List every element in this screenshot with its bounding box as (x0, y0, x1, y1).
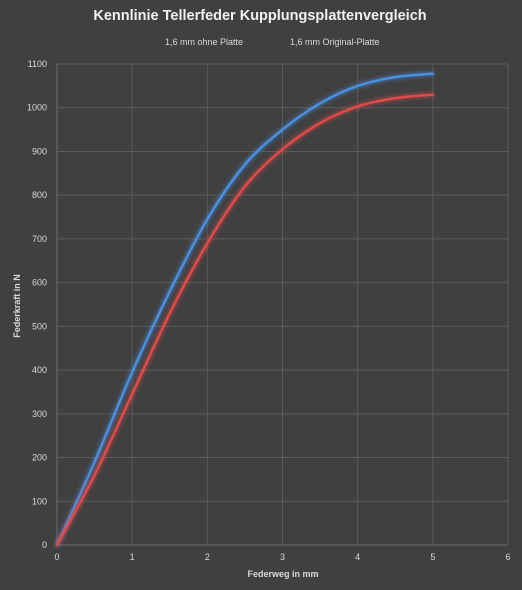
series-layer (55, 72, 435, 547)
x-tick-label: 1 (130, 552, 135, 562)
y-tick-label: 100 (32, 496, 47, 506)
y-tick-label: 600 (32, 278, 47, 288)
chart-title: Kennlinie Tellerfeder Kupplungsplattenve… (93, 8, 426, 24)
series-line-1 (55, 72, 435, 547)
x-tick-label: 5 (430, 552, 435, 562)
x-tick-label: 2 (205, 552, 210, 562)
x-axis-label: Federweg in mm (247, 569, 318, 579)
y-tick-label: 0 (42, 540, 47, 550)
series-line-2 (55, 93, 435, 547)
y-tick-label: 300 (32, 409, 47, 419)
y-tick-label: 1100 (28, 59, 47, 69)
y-tick-label: 500 (32, 321, 47, 331)
y-tick-label: 1000 (27, 103, 47, 113)
legend-label: 1,6 mm ohne Platte (165, 37, 243, 47)
x-tick-label: 4 (355, 552, 360, 562)
y-tick-label: 400 (32, 365, 47, 375)
legend-label: 1,6 mm Original-Platte (290, 37, 380, 47)
x-tick-label: 0 (54, 552, 59, 562)
x-tick-label: 6 (505, 552, 510, 562)
y-tick-label: 200 (32, 453, 47, 463)
tick-labels: 0 100 200 300 400 500 600 700 800 900 1000 1100 0 1 2 3… (27, 59, 511, 562)
grid (56, 63, 509, 546)
legend: 1,6 mm ohne Platte 1,6 mm Original-Platte (138, 37, 380, 47)
y-tick-label: 800 (32, 190, 47, 200)
y-tick-label: 700 (32, 234, 47, 244)
y-tick-label: 900 (32, 146, 47, 156)
x-tick-label: 3 (280, 552, 285, 562)
y-axis-label: Federkraft in N (12, 274, 22, 338)
